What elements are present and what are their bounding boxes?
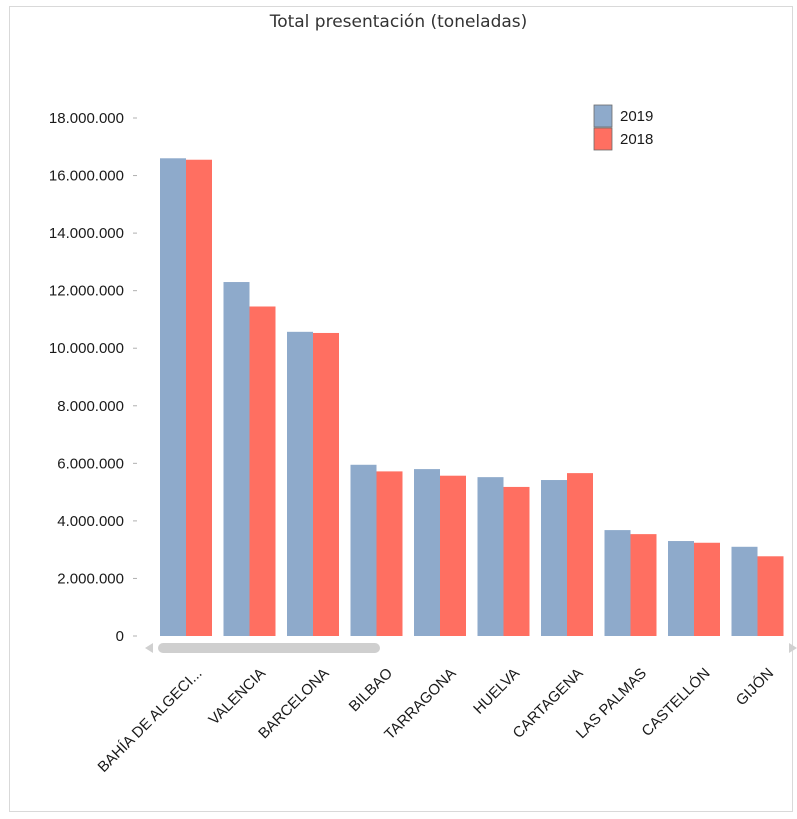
legend-swatch (593, 104, 613, 128)
y-tick-label: 0 (116, 628, 124, 645)
bar-2019[interactable] (160, 158, 186, 637)
bar-2019[interactable] (287, 331, 313, 636)
legend-swatch (593, 127, 613, 151)
x-tick-label: VALENCIA (205, 665, 269, 729)
y-axis: 0 2.000.000 4.000.000 6.000.000 8.000.000 10.… (49, 110, 137, 645)
y-tick-label: 10.000.000 (49, 340, 124, 357)
legend-label: 2019 (620, 108, 653, 125)
bar-2019[interactable] (223, 282, 250, 636)
bar-2019[interactable] (414, 469, 440, 636)
scrollbar-thumb[interactable] (158, 643, 380, 653)
x-tick-label: BILBAO (346, 665, 396, 715)
bar-2018[interactable] (186, 159, 212, 636)
horizontal-scrollbar[interactable] (145, 643, 797, 653)
y-tick-label: 16.000.000 (49, 168, 124, 185)
bar-2019[interactable] (541, 480, 567, 636)
bar-2018[interactable] (757, 556, 784, 636)
bar-2019[interactable] (731, 546, 758, 636)
y-tick-label: 14.000.000 (49, 225, 124, 242)
bar-2018[interactable] (249, 306, 276, 636)
bar-2018[interactable] (630, 534, 657, 636)
bar-2018[interactable] (376, 471, 403, 636)
y-tick-label: 8.000.000 (57, 398, 124, 415)
chart-title: Total presentación (toneladas) (269, 12, 528, 32)
y-tick-label: 18.000.000 (49, 110, 124, 127)
x-tick-label: HUELVA (470, 665, 523, 718)
bar-2019[interactable] (477, 477, 504, 636)
chart-frame (9, 6, 793, 812)
bar-2018[interactable] (503, 486, 530, 636)
x-tick-label: BAHÍA DE ALGECI... (95, 665, 206, 776)
y-tick-label: 12.000.000 (49, 283, 124, 300)
y-tick-label: 2.000.000 (57, 570, 124, 587)
bars (160, 158, 784, 637)
x-tick-label: CASTELLÓN (638, 665, 713, 740)
bar-2019[interactable] (668, 541, 694, 636)
y-tick-label: 6.000.000 (57, 455, 124, 472)
bar-2018[interactable] (440, 475, 466, 636)
legend-label: 2018 (620, 131, 653, 148)
bar-2018[interactable] (567, 473, 593, 636)
y-tick-label: 4.000.000 (57, 513, 124, 530)
bar-2019[interactable] (350, 464, 377, 636)
bar-2018[interactable] (313, 332, 339, 636)
scroll-left-arrow-icon[interactable] (145, 643, 153, 653)
scroll-right-arrow-icon[interactable] (789, 643, 797, 653)
bar-2019[interactable] (604, 530, 631, 636)
x-tick-label: GIJÓN (733, 665, 777, 709)
legend: 2019 2018 (593, 104, 653, 151)
bar-2018[interactable] (694, 542, 720, 636)
